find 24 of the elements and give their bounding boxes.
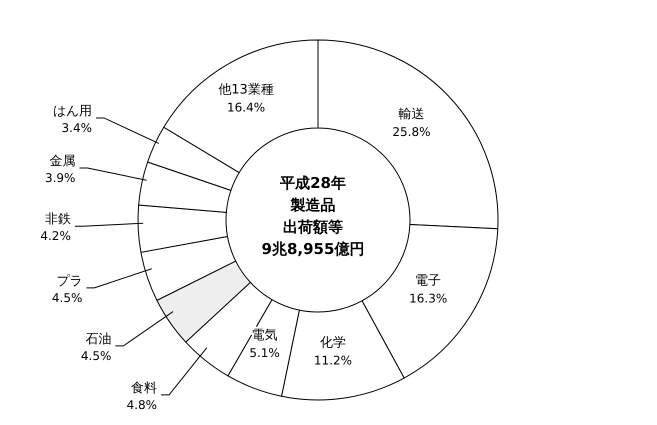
data-label: 25.8% xyxy=(392,125,431,140)
data-label: 16.3% xyxy=(409,291,448,306)
data-label: 5.1% xyxy=(249,346,280,360)
slice-label: 石油 xyxy=(85,332,112,347)
slice-label: プラ xyxy=(56,274,82,289)
data-label: 4.5% xyxy=(52,290,82,305)
data-label: 4.8% xyxy=(126,398,158,412)
data-label: 4.2% xyxy=(40,229,71,244)
text: 9兆8,955億円 xyxy=(262,240,364,258)
slice-label: 電子 xyxy=(415,273,442,288)
data-label: 11.2% xyxy=(314,354,352,368)
data-label: 16.4% xyxy=(226,100,266,115)
data-label: 3.9% xyxy=(44,170,76,185)
data-label: 3.4% xyxy=(62,120,92,135)
text: 平成28年製造品出荷額等 xyxy=(279,174,346,236)
slice-label: 化学 xyxy=(320,336,346,351)
slice-label: 非鉄 xyxy=(44,212,71,228)
slice-label: 輸送 xyxy=(398,107,424,122)
slice-label: はん用 xyxy=(53,104,92,119)
slice-label: 電気 xyxy=(252,328,278,344)
slice-label: 食料 xyxy=(131,380,158,396)
data-label: 4.5% xyxy=(80,348,112,363)
slice-label: 金属 xyxy=(49,154,76,169)
slice-label: 他13業種 xyxy=(218,82,274,98)
